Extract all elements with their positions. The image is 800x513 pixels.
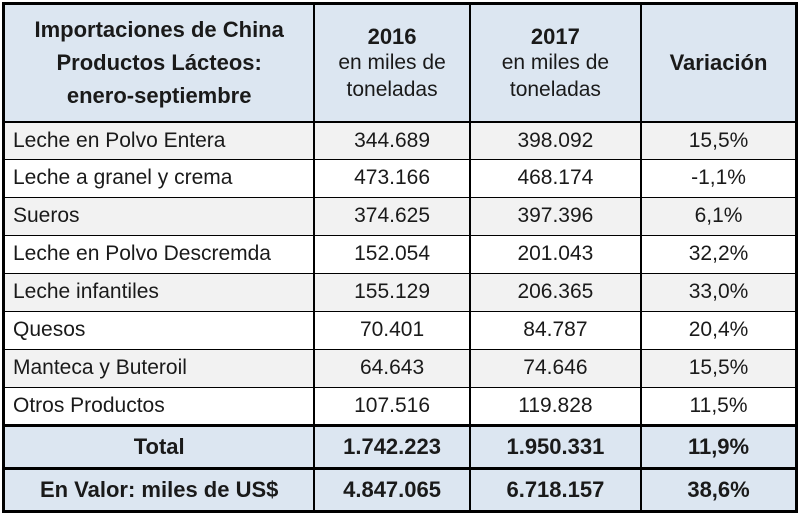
unit-2016-line1: en miles de [338, 51, 446, 75]
value-2016: 374.625 [313, 197, 471, 236]
value-2016: 107.516 [313, 387, 471, 426]
variation-value: 6,1% [640, 197, 798, 236]
variation-value: 11,5% [640, 387, 798, 426]
unit-2016-line2: toneladas [346, 77, 438, 101]
column-header-2017: 2017 en miles de toneladas [468, 3, 642, 123]
value-2016: 70.401 [313, 311, 471, 350]
table-title-cell: Importaciones de China Productos Lácteos… [3, 3, 315, 123]
value-2016: 344.689 [313, 121, 471, 160]
value-usd-row: En Valor: miles de US$ 4.847.065 6.718.1… [3, 467, 798, 512]
unit-2017-line2: toneladas [509, 77, 601, 101]
table-row: Leche en Polvo Entera 344.689 398.092 15… [3, 121, 798, 160]
table-title-line3: enero-septiembre [66, 83, 252, 109]
table-row: Leche infantiles 155.129 206.365 33,0% [3, 273, 798, 312]
value-usd-label: En Valor: miles de US$ [3, 467, 315, 512]
table-row: Leche en Polvo Descremda 152.054 201.043… [3, 235, 798, 274]
row-label: Leche a granel y crema [3, 159, 315, 198]
variation-value: 33,0% [640, 273, 798, 312]
column-header-variation: Variación [640, 3, 798, 123]
value-2016: 473.166 [313, 159, 471, 198]
total-row: Total 1.742.223 1.950.331 11,9% [3, 424, 798, 469]
row-label: Otros Productos [3, 387, 315, 426]
year-2017-label: 2017 [530, 23, 580, 49]
variation-value: 20,4% [640, 311, 798, 350]
variation-value: 32,2% [640, 235, 798, 274]
table-row: Sueros 374.625 397.396 6,1% [3, 197, 798, 236]
value-2017: 397.396 [468, 197, 642, 236]
row-label: Leche en Polvo Descremda [3, 235, 315, 274]
total-label: Total [3, 424, 315, 469]
row-label: Manteca y Buteroil [3, 349, 315, 388]
table-title-line1: Importaciones de China [34, 17, 284, 43]
total-2017: 1.950.331 [468, 424, 642, 469]
row-label: Quesos [3, 311, 315, 350]
table-row: Otros Productos 107.516 119.828 11,5% [3, 387, 798, 426]
value-2016: 64.643 [313, 349, 471, 388]
table-title-line2: Productos Lácteos: [56, 50, 262, 76]
value-2017: 398.092 [468, 121, 642, 160]
value-2017: 84.787 [468, 311, 642, 350]
value-usd-variation: 38,6% [640, 467, 798, 512]
value-2017: 119.828 [468, 387, 642, 426]
value-2016: 155.129 [313, 273, 471, 312]
table-row: Leche a granel y crema 473.166 468.174 -… [3, 159, 798, 198]
variation-value: -1,1% [640, 159, 798, 198]
value-usd-2017: 6.718.157 [468, 467, 642, 512]
variation-value: 15,5% [640, 121, 798, 160]
row-label: Leche infantiles [3, 273, 315, 312]
table-header-row: Importaciones de China Productos Lácteos… [3, 3, 798, 123]
table-row: Quesos 70.401 84.787 20,4% [3, 311, 798, 350]
column-header-2016: 2016 en miles de toneladas [313, 3, 471, 123]
value-2017: 468.174 [468, 159, 642, 198]
table-row: Manteca y Buteroil 64.643 74.646 15,5% [3, 349, 798, 388]
row-label: Leche en Polvo Entera [3, 121, 315, 160]
total-variation: 11,9% [640, 424, 798, 469]
value-2017: 206.365 [468, 273, 642, 312]
value-2017: 74.646 [468, 349, 642, 388]
value-usd-2016: 4.847.065 [313, 467, 471, 512]
value-2017: 201.043 [468, 235, 642, 274]
value-2016: 152.054 [313, 235, 471, 274]
row-label: Sueros [3, 197, 315, 236]
total-2016: 1.742.223 [313, 424, 471, 469]
variation-value: 15,5% [640, 349, 798, 388]
unit-2017-line1: en miles de [501, 51, 610, 75]
year-2016-label: 2016 [367, 23, 417, 49]
